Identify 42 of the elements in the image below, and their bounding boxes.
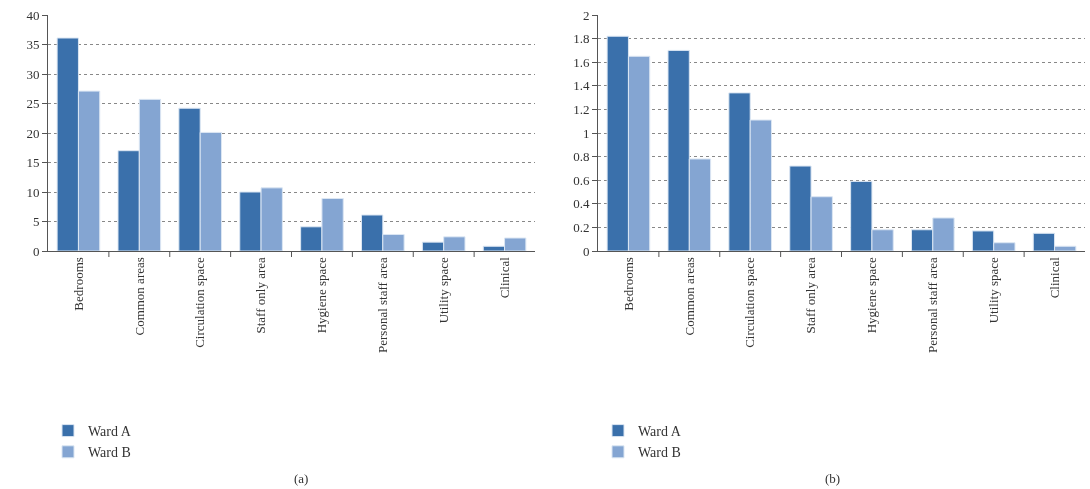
y-tick-label: 35: [26, 37, 40, 53]
y-tick-label: 1.2: [573, 101, 590, 117]
y-tick-label: 30: [26, 66, 40, 82]
x-tick-label: Utility space: [985, 256, 1001, 324]
y-tick-label: 1.4: [573, 78, 590, 94]
legend-label: Ward A: [638, 424, 682, 440]
y-tick-label: 2: [582, 7, 590, 23]
x-tick-label: Personal staff area: [925, 256, 941, 353]
y-tick-label: 25: [26, 96, 40, 112]
text: (b): [825, 471, 841, 486]
y-tick-label: 20: [26, 125, 40, 141]
y-tick-label: 40: [26, 7, 40, 23]
x-tick-label: Personal staff area: [375, 256, 391, 353]
x-tick-label: Staff only area: [803, 256, 819, 334]
x-tick-label: Common areas: [131, 257, 147, 336]
x-tick-label: Bedrooms: [620, 257, 636, 311]
y-tick-label: 0: [582, 243, 590, 259]
y-tick-label: 5: [32, 214, 40, 230]
x-tick-label: Clinical: [1046, 256, 1062, 299]
x-tick-label: Bedrooms: [70, 257, 86, 311]
y-tick-label: 0: [32, 243, 40, 259]
y-tick-label: 15: [26, 155, 40, 171]
legend-label: Ward A: [88, 424, 132, 440]
legend-label: Ward B: [638, 445, 681, 461]
text: (a): [294, 471, 309, 486]
y-tick-label: 0.2: [573, 219, 590, 235]
y-tick-label: 10: [26, 184, 40, 200]
x-tick-label: Circulation space: [192, 256, 208, 348]
y-tick-label: 0.4: [573, 196, 590, 212]
x-tick-label: Circulation space: [742, 256, 758, 348]
x-tick-label: Staff only area: [253, 256, 269, 334]
x-tick-label: Utility space: [435, 256, 451, 324]
y-tick-label: 0.6: [573, 172, 590, 188]
y-tick-label: 1: [582, 125, 590, 141]
y-tick-label: 1.8: [573, 31, 590, 47]
x-tick-label: Common areas: [681, 257, 697, 336]
legend-label: Ward B: [88, 445, 131, 461]
x-tick-label: Hygiene space: [314, 256, 330, 334]
x-tick-label: Hygiene space: [864, 256, 880, 334]
x-tick-label: Clinical: [496, 256, 512, 299]
y-tick-label: 1.6: [573, 54, 590, 70]
y-tick-label: 0.8: [573, 149, 590, 165]
